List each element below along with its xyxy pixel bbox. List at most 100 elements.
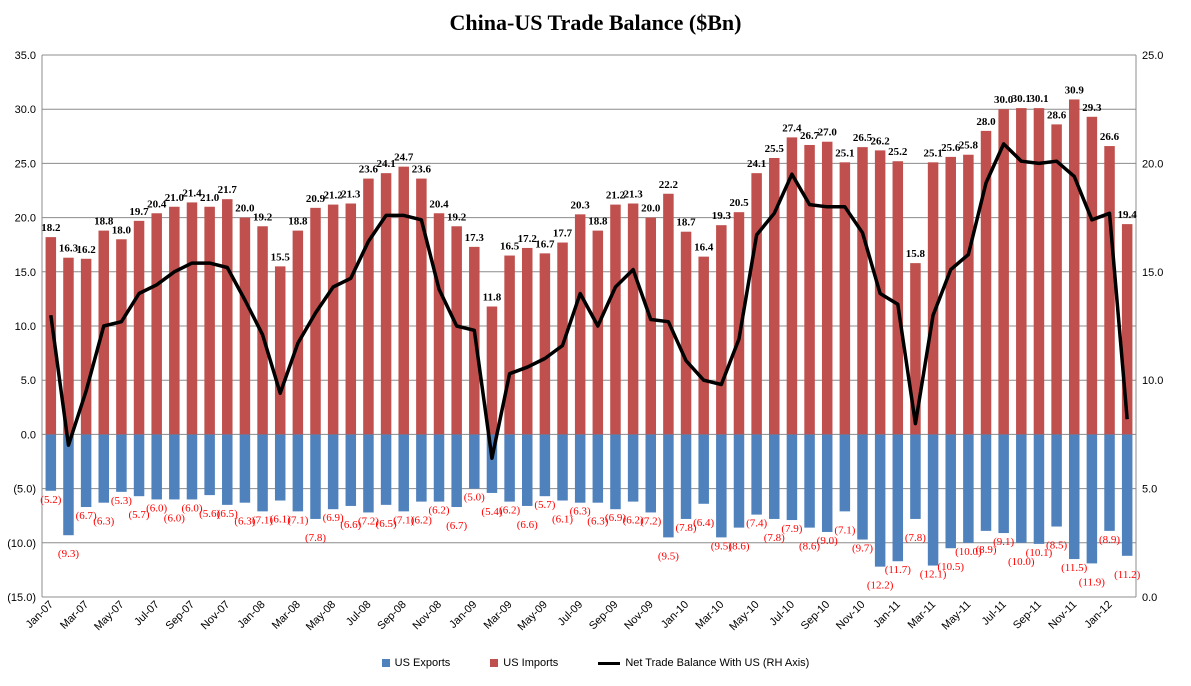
data-label-exports: (6.0) xyxy=(146,502,167,514)
bar-exports xyxy=(716,434,727,538)
data-label-exports: (6.7) xyxy=(76,510,97,522)
bar-imports xyxy=(451,226,462,435)
bar-imports xyxy=(821,141,833,435)
right-axis-tick-label: 5.0 xyxy=(1142,484,1157,496)
bar-imports xyxy=(222,199,233,435)
data-label-exports: (6.3) xyxy=(93,516,114,528)
data-label-exports: (11.2) xyxy=(1114,569,1141,581)
legend-item-exports: US Exports xyxy=(381,657,450,669)
bar-exports xyxy=(274,434,286,501)
bar-exports xyxy=(469,434,480,489)
x-axis-tick-label: Sep-10 xyxy=(799,599,833,633)
bar-imports xyxy=(186,202,198,435)
data-label-exports: (5.4) xyxy=(481,506,502,518)
bar-exports xyxy=(698,434,709,504)
x-axis-tick-label: May-07 xyxy=(92,599,126,633)
data-label-imports: 24.1 xyxy=(747,158,766,170)
data-label-exports: (10.0) xyxy=(955,546,982,558)
bar-imports xyxy=(257,226,268,435)
legend-swatch-exports xyxy=(381,659,390,667)
bar-imports xyxy=(239,217,251,435)
legend-item-net: Net Trade Balance With US (RH Axis) xyxy=(598,657,809,669)
right-axis-tick-label: 15.0 xyxy=(1142,267,1163,279)
x-axis-tick-label: Nov-08 xyxy=(411,599,445,633)
data-label-imports: 18.8 xyxy=(588,216,608,228)
x-axis-tick-label: Nov-11 xyxy=(1046,599,1079,632)
bar-imports xyxy=(398,166,409,435)
data-label-exports: (6.3) xyxy=(570,506,591,518)
data-label-imports: 15.5 xyxy=(271,251,291,263)
data-label-imports: 19.3 xyxy=(712,210,732,222)
bar-exports xyxy=(292,434,304,512)
data-label-exports: (6.9) xyxy=(323,512,344,524)
data-label-imports: 28.6 xyxy=(1047,109,1067,121)
bar-imports xyxy=(274,266,286,435)
data-label-imports: 24.1 xyxy=(376,158,395,170)
data-label-exports: (7.2) xyxy=(358,515,379,527)
data-label-exports: (7.8) xyxy=(676,522,697,534)
data-label-exports: (6.5) xyxy=(217,508,238,520)
bar-exports xyxy=(80,434,92,508)
bar-imports xyxy=(133,220,145,435)
bar-imports xyxy=(486,306,498,435)
bar-exports xyxy=(133,434,145,497)
data-label-imports: 21.0 xyxy=(200,192,220,204)
bar-exports xyxy=(1121,434,1133,556)
data-label-imports: 21.4 xyxy=(182,187,202,199)
bar-imports xyxy=(363,178,374,435)
bar-imports xyxy=(310,207,321,435)
bar-exports xyxy=(927,434,939,566)
data-label-imports: 27.4 xyxy=(782,122,802,134)
bar-imports xyxy=(169,206,180,435)
bar-imports xyxy=(539,253,551,435)
data-label-imports: 16.3 xyxy=(59,243,79,255)
data-label-exports: (5.7) xyxy=(129,509,150,521)
data-label-exports: (7.1) xyxy=(834,524,855,536)
data-label-exports: (6.9) xyxy=(605,512,626,524)
data-label-exports: (6.3) xyxy=(587,516,608,528)
bar-exports xyxy=(363,434,374,513)
bar-exports xyxy=(222,434,233,505)
data-label-exports: (6.1) xyxy=(270,514,291,526)
bar-exports xyxy=(663,434,674,538)
x-axis-tick-label: Jan-11 xyxy=(871,599,903,631)
data-label-exports: (8.5) xyxy=(1046,540,1067,552)
bar-exports xyxy=(204,434,215,496)
bar-imports xyxy=(521,247,533,435)
bar-exports xyxy=(963,434,974,543)
data-label-imports: 17.2 xyxy=(518,233,538,245)
bar-exports xyxy=(521,434,533,506)
data-label-imports: 20.5 xyxy=(729,197,749,209)
bar-exports xyxy=(98,434,110,503)
data-label-exports: (5.6) xyxy=(199,508,220,520)
bar-exports xyxy=(433,434,445,502)
data-label-imports: 20.4 xyxy=(429,198,449,210)
chart-title: China-US Trade Balance ($Bn) xyxy=(449,10,742,35)
bar-exports xyxy=(574,434,586,503)
x-axis-tick-label: Sep-08 xyxy=(375,599,409,633)
bar-imports xyxy=(416,178,427,435)
bar-exports xyxy=(116,434,127,492)
bar-exports xyxy=(945,434,956,549)
x-axis-tick-label: May-11 xyxy=(940,599,974,633)
data-label-exports: (12.2) xyxy=(867,580,894,592)
bar-imports xyxy=(627,203,639,435)
bar-exports xyxy=(733,434,745,528)
bar-exports xyxy=(892,434,904,562)
data-label-exports: (6.1) xyxy=(552,514,573,526)
data-label-exports: (6.2) xyxy=(623,515,644,527)
x-axis-tick-label: Jul-10 xyxy=(767,599,797,629)
bar-exports xyxy=(380,434,392,505)
bar-imports xyxy=(663,193,674,435)
data-label-exports: (9.0) xyxy=(817,535,838,547)
bar-imports xyxy=(857,147,868,435)
data-label-exports: (10.5) xyxy=(937,561,964,573)
data-label-exports: (8.9) xyxy=(1099,534,1120,546)
data-label-imports: 16.7 xyxy=(535,238,555,250)
data-label-exports: (7.8) xyxy=(764,532,785,544)
bar-imports xyxy=(116,239,127,435)
data-label-exports: (6.7) xyxy=(446,520,467,532)
bar-imports xyxy=(769,157,780,435)
legend-item-imports: US Imports xyxy=(490,657,558,669)
